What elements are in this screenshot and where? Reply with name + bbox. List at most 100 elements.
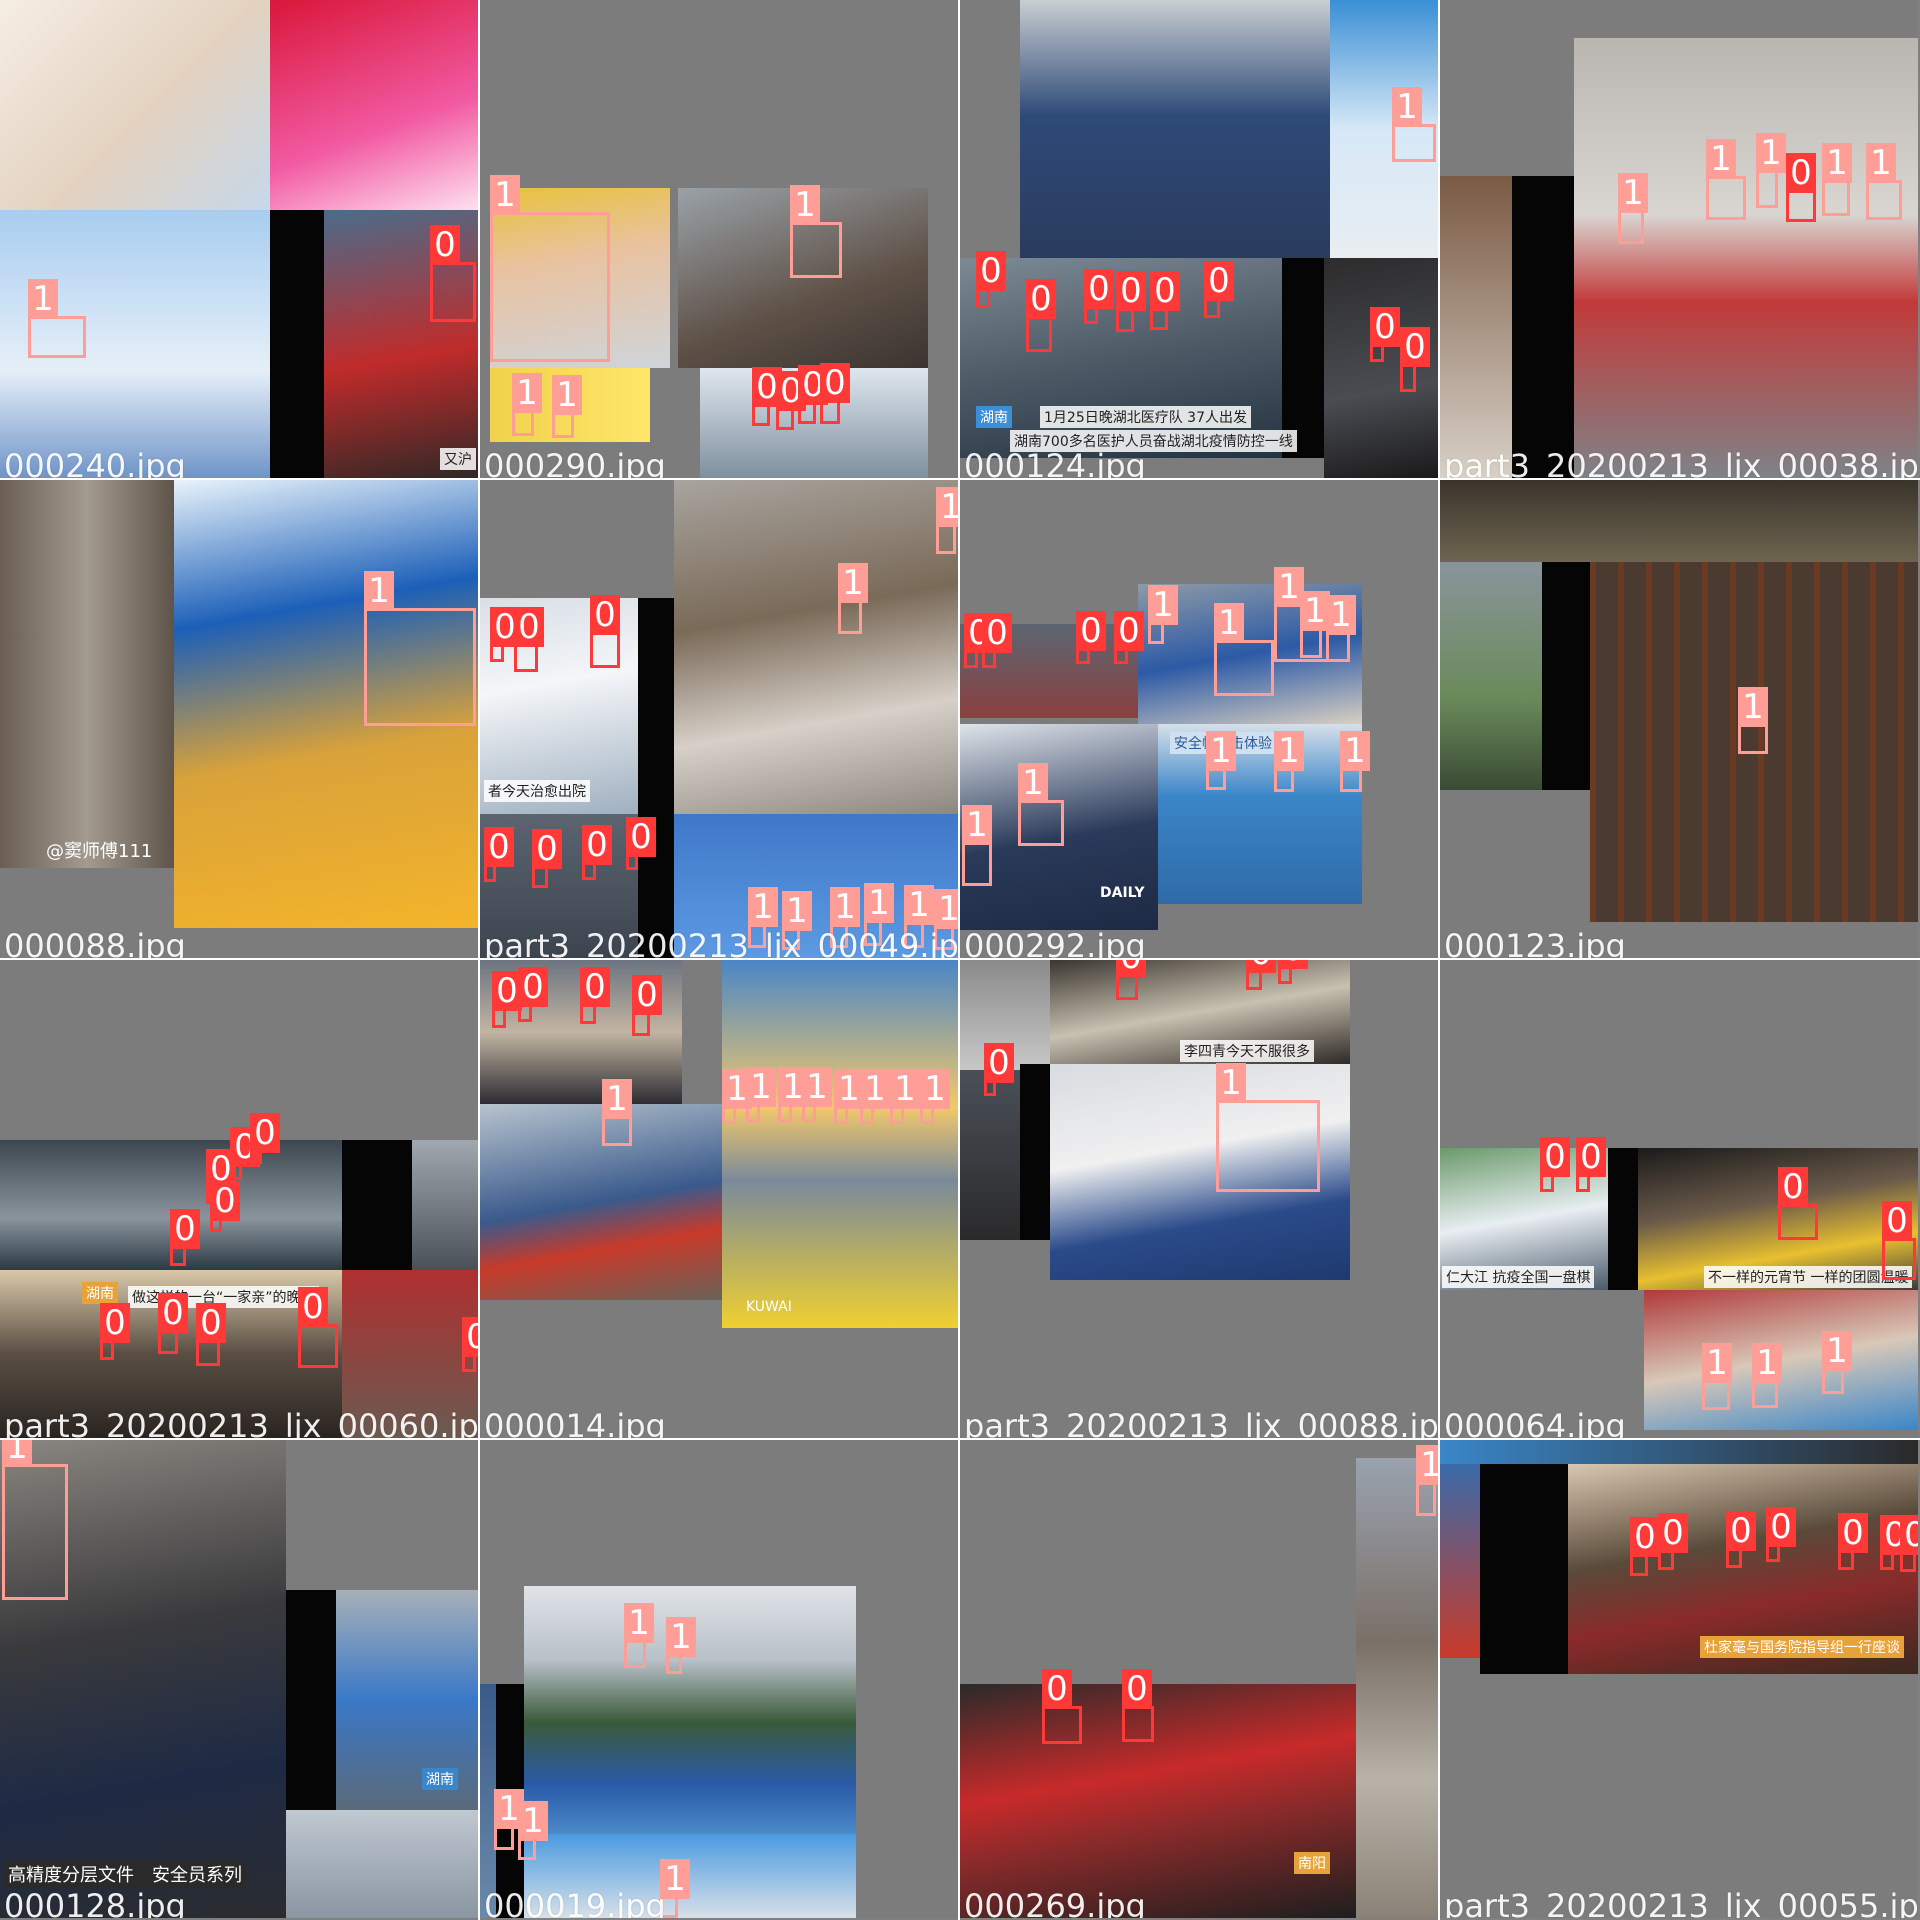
- filename-label: part3_20200213_ljx_00060.jpg: [4, 1407, 478, 1438]
- detection-box: 0: [590, 595, 620, 668]
- detection-box: 1: [1822, 1331, 1852, 1394]
- detection-box: 1: [934, 889, 958, 950]
- class-label: 1: [1618, 173, 1648, 213]
- detection-box: 0: [1076, 611, 1106, 664]
- class-label: 1: [934, 889, 958, 929]
- class-label: 1: [802, 1067, 832, 1107]
- class-label: 1: [748, 887, 778, 927]
- class-label: 0: [1882, 1201, 1912, 1241]
- class-label: 1: [518, 1801, 548, 1841]
- filename-label: 000019.jpg: [484, 1887, 666, 1918]
- class-label: 1: [1702, 1343, 1732, 1383]
- detection-box: 0: [1900, 1515, 1918, 1572]
- class-label: 0: [492, 971, 522, 1011]
- class-label: 0: [1400, 327, 1430, 367]
- detection-box: 1: [1326, 595, 1356, 662]
- class-label: 0: [1726, 1511, 1756, 1551]
- filename-label: 000064.jpg: [1444, 1407, 1626, 1438]
- detection-box: 1: [1618, 173, 1648, 244]
- detection-box: 0: [210, 1181, 240, 1232]
- detection-box: 0: [798, 365, 828, 424]
- detection-box: 1: [904, 885, 934, 948]
- detection-box: 0: [490, 607, 520, 662]
- photo-region: [1440, 562, 1542, 790]
- channel-logo: 湖南: [82, 1282, 118, 1304]
- grid-separator: [0, 1438, 1920, 1440]
- detection-box: 1: [1340, 731, 1370, 792]
- detection-box: 0: [982, 613, 1012, 668]
- detection-box: 0: [518, 967, 548, 1022]
- detection-box: 1: [1216, 1063, 1320, 1192]
- detection-box: 0: [1838, 1513, 1868, 1570]
- class-label: 1: [2, 1440, 32, 1467]
- photo-region: [1440, 480, 1918, 562]
- class-label: 1: [512, 373, 542, 413]
- class-label: 0: [196, 1303, 226, 1343]
- class-label: 1: [860, 1069, 890, 1109]
- class-label: 1: [602, 1079, 632, 1119]
- detection-box: 1: [778, 1067, 808, 1122]
- class-label: 0: [1576, 1137, 1606, 1177]
- class-label: 1: [666, 1617, 696, 1657]
- letterbox-bar: [270, 210, 324, 478]
- photo-region: [1330, 0, 1438, 258]
- class-label: 1: [1148, 585, 1178, 625]
- video-caption: 仁大江 抗疫全国一盘棋: [1442, 1266, 1595, 1288]
- class-label: 0: [580, 967, 610, 1007]
- class-label: 0: [1204, 261, 1234, 301]
- detection-box: 1: [512, 373, 542, 436]
- detection-box: 0: [532, 829, 562, 888]
- detection-box: 0: [1540, 1137, 1570, 1192]
- class-label: 1: [1274, 731, 1304, 771]
- grid-separator: [1438, 0, 1440, 1920]
- detection-box: 1: [1416, 1445, 1438, 1516]
- detection-box: 1: [722, 1069, 752, 1124]
- class-label: 1: [660, 1859, 690, 1899]
- detection-box: 0: [776, 371, 806, 430]
- logo-text: DAILY: [1100, 885, 1145, 901]
- detection-box: 0: [492, 971, 522, 1028]
- detection-box: 0: [580, 967, 610, 1024]
- class-label: 1: [1216, 1063, 1246, 1103]
- detection-box: 1: [1148, 585, 1178, 644]
- tile-000064: 仁大江 抗疫全国一盘棋 不一样的元宵节 一样的团圆温暖 0 0 0 0 1 1 …: [1440, 960, 1918, 1438]
- class-label: 0: [1278, 960, 1308, 969]
- detection-box: 0: [632, 975, 662, 1036]
- class-label: 1: [790, 185, 820, 225]
- class-label: 0: [514, 607, 544, 647]
- banner-text: 高精度分层文件 安全员系列: [4, 1860, 246, 1888]
- class-label: 1: [936, 487, 958, 527]
- class-label: 1: [1752, 1343, 1782, 1383]
- filename-label: part3_20200213_ljx_00049.jpg: [484, 927, 958, 958]
- detection-box: 0: [964, 613, 994, 668]
- class-label: 1: [1392, 87, 1422, 127]
- class-label: 1: [890, 1069, 920, 1109]
- class-label: 1: [364, 571, 394, 611]
- class-label: 0: [532, 829, 562, 869]
- photo-region: [286, 1810, 478, 1918]
- detection-box: 1: [1392, 87, 1436, 162]
- class-label: 0: [158, 1293, 188, 1333]
- photo-region: [480, 1104, 722, 1300]
- class-label: 0: [462, 1317, 478, 1357]
- class-label: 1: [28, 279, 58, 319]
- photo-region: [960, 1684, 1356, 1918]
- photo-region: [1440, 176, 1512, 478]
- detection-box: 1: [490, 175, 610, 362]
- class-label: 0: [430, 225, 460, 265]
- detection-box: 1: [746, 1067, 776, 1122]
- detection-box: 1: [552, 375, 582, 438]
- letterbox-bar: [1512, 176, 1574, 478]
- detection-box: 1: [2, 1440, 68, 1600]
- detection-box: 0: [1114, 611, 1144, 664]
- photo-region: [0, 1440, 286, 1918]
- photo-region: [490, 188, 670, 368]
- class-label: 0: [1076, 611, 1106, 651]
- detection-box: 0: [984, 1043, 1014, 1096]
- detection-box: 0: [484, 827, 514, 882]
- class-label: 0: [250, 1113, 280, 1153]
- detection-box: 1: [962, 805, 992, 886]
- photo-region: [1590, 562, 1918, 922]
- tile-000124: 1月25日晚湖北医疗队 37人出发 湖南700多名医护人员奋战湖北疫情防控一线 …: [960, 0, 1438, 478]
